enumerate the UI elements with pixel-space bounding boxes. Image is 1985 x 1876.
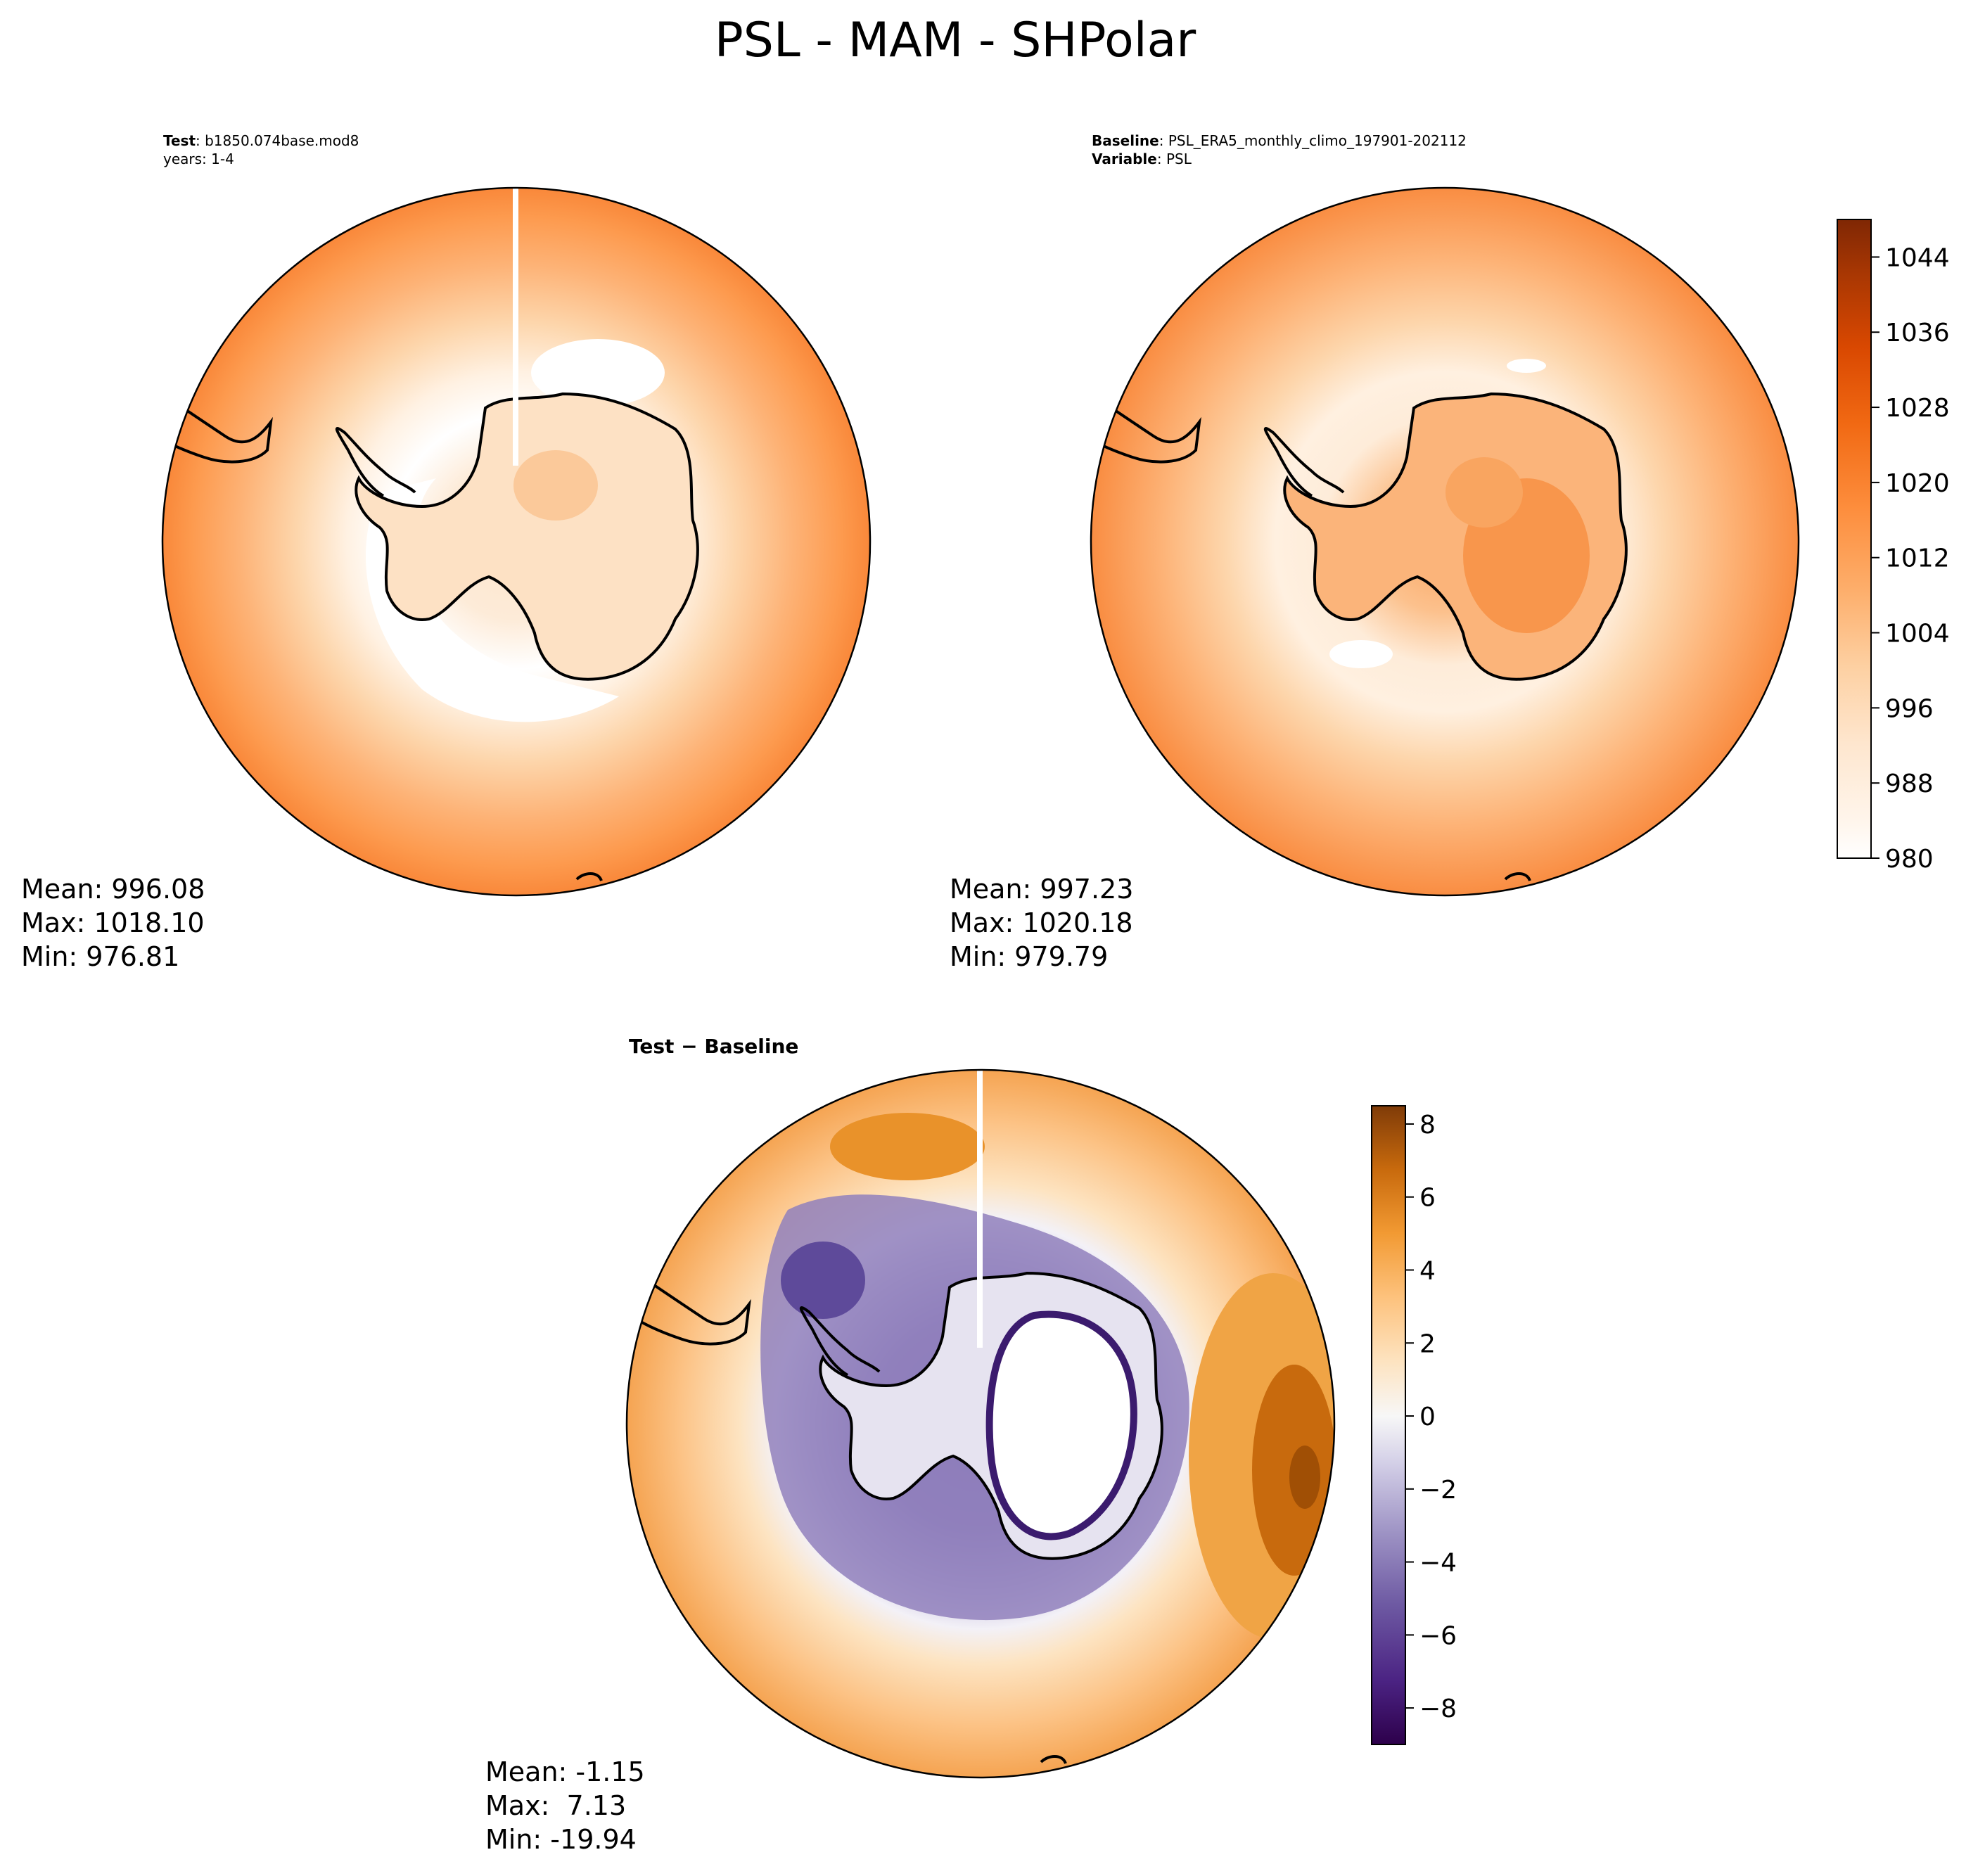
diff-island	[1040, 1755, 1067, 1764]
diff-stat-mean: Mean: -1.15	[485, 1756, 645, 1787]
diff-data-gap	[977, 1070, 983, 1348]
baseline-stat-max: Max: 1020.18	[950, 907, 1133, 938]
test-data-gap	[513, 188, 518, 466]
baseline-label-bold: Baseline	[1092, 132, 1159, 149]
test-stat-mean: Mean: 996.08	[21, 874, 205, 905]
orange-colorbar-bar	[1837, 219, 1872, 859]
test-label: Test: b1850.074base.mod8	[163, 132, 359, 149]
diff-positive-north	[830, 1113, 985, 1180]
diff-colorbar-tick-label: −4	[1419, 1549, 1457, 1578]
test-label-text: : b1850.074base.mod8	[196, 132, 359, 149]
baseline-map	[1091, 188, 1799, 895]
test-plateau	[513, 450, 598, 521]
orange-colorbar-tick-label: 1036	[1885, 319, 1950, 347]
diff-colorbar-tick-label: 4	[1419, 1256, 1436, 1285]
baseline-label-text: : PSL_ERA5_monthly_climo_197901-202112	[1159, 132, 1467, 149]
antarctica-outline	[355, 392, 699, 681]
antarctic-peninsula	[335, 427, 416, 497]
baseline-stat-min: Min: 979.79	[950, 941, 1108, 972]
test-label-bold: Test	[163, 132, 196, 149]
orange-colorbar-tick-label: 1004	[1885, 620, 1950, 649]
baseline-stat-mean: Mean: 997.23	[950, 874, 1133, 905]
baseline-map-border	[1090, 186, 1800, 897]
figure-title: PSL - MAM - SHPolar	[715, 13, 1196, 68]
baseline-low-spot-2	[1507, 359, 1546, 373]
baseline-low-spot	[1329, 640, 1393, 668]
diff-negative-extreme-zone	[985, 1310, 1137, 1540]
test-years: years: 1-4	[163, 151, 234, 167]
panel-test: Test: b1850.074base.mod8 years: 1-4 Mean…	[21, 132, 872, 972]
south-america-outline	[162, 391, 273, 464]
test-island	[575, 872, 603, 881]
orange-colorbar: 980 988 996 1004 1012 1020 1028 1036 1044	[1837, 219, 1950, 874]
diff-label: Test − Baseline	[629, 1035, 798, 1058]
test-map	[162, 188, 870, 895]
test-low-zone	[366, 478, 619, 722]
orange-colorbar-tick-label: 980	[1885, 845, 1934, 874]
baseline-variable-text: : PSL	[1157, 151, 1192, 167]
orange-colorbar-tick-label: 1028	[1885, 394, 1950, 423]
orange-colorbar-tick-label: 988	[1885, 770, 1934, 798]
diff-stat-min: Min: -19.94	[485, 1824, 637, 1855]
antarctic-peninsula-diff	[799, 1306, 881, 1377]
orange-colorbar-tick-label: 996	[1885, 694, 1934, 723]
diff-colorbar-bar	[1371, 1105, 1406, 1745]
orange-colorbar-ticks: 980 988 996 1004 1012 1020 1028 1036 1044	[1871, 243, 1950, 874]
diff-stat-max: Max: 7.13	[485, 1790, 626, 1821]
baseline-high-core-2	[1445, 457, 1523, 528]
antarctic-peninsula-baseline	[1263, 427, 1345, 497]
baseline-island	[1504, 872, 1531, 881]
diff-colorbar-ticks: −8 −6 −4 −2 0 2 4 6 8	[1405, 1111, 1457, 1723]
orange-colorbar-tick-label: 1044	[1885, 243, 1950, 272]
diff-negative-core-west	[781, 1242, 865, 1319]
baseline-label: Baseline: PSL_ERA5_monthly_climo_197901-…	[1092, 132, 1467, 149]
south-america-outline-baseline	[1091, 391, 1201, 464]
diff-colorbar: −8 −6 −4 −2 0 2 4 6 8	[1371, 1105, 1457, 1745]
baseline-variable: Variable: PSL	[1092, 151, 1192, 167]
test-map-border	[161, 186, 872, 897]
diff-colorbar-tick-label: 2	[1419, 1329, 1436, 1358]
diff-colorbar-tick-label: 8	[1419, 1111, 1436, 1140]
diff-positive-east-peak	[1289, 1446, 1320, 1509]
test-stat-max: Max: 1018.10	[21, 907, 205, 938]
diff-map-border	[625, 1068, 1336, 1779]
diff-colorbar-tick-label: 6	[1419, 1184, 1436, 1213]
orange-colorbar-tick-label: 1020	[1885, 469, 1950, 498]
panel-baseline: Baseline: PSL_ERA5_monthly_climo_197901-…	[950, 132, 1950, 972]
diff-map	[627, 1070, 1334, 1778]
diff-colorbar-tick-label: 0	[1419, 1403, 1436, 1431]
diff-colorbar-tick-label: −2	[1419, 1476, 1457, 1505]
diff-colorbar-tick-label: −8	[1419, 1695, 1457, 1723]
panel-diff: Test − Baseline Mean: -1.15 Max: 7.13 Mi…	[485, 1035, 1457, 1855]
orange-colorbar-tick-label: 1012	[1885, 544, 1950, 573]
test-stat-min: Min: 976.81	[21, 941, 179, 972]
baseline-variable-bold: Variable	[1092, 151, 1157, 167]
south-america-outline-diff	[639, 1273, 751, 1346]
test-low-zone-2	[531, 339, 665, 407]
diff-colorbar-tick-label: −6	[1419, 1621, 1457, 1650]
